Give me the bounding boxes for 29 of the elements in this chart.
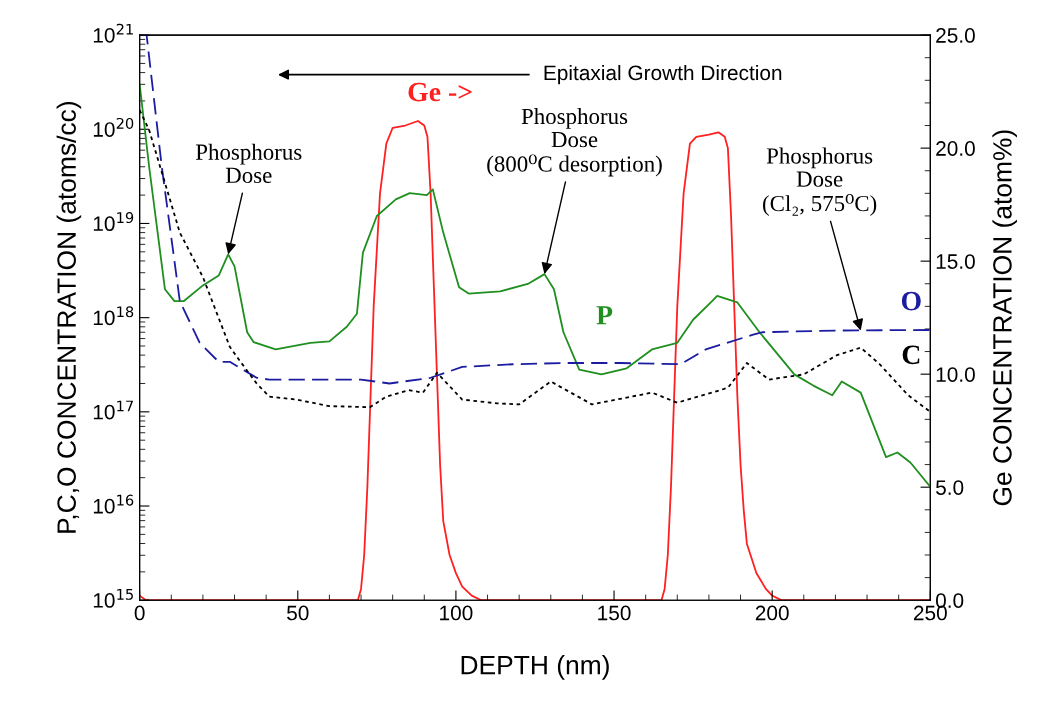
y2-tick-label: 10.0 [936, 367, 975, 382]
x-tick-label: 50 [287, 605, 309, 621]
annotation: Phosphorus Dose (800⁰C desorption) [487, 107, 662, 177]
y2-tick-label: 15.0 [936, 254, 975, 269]
x-tick-label: 100 [440, 605, 473, 621]
y-tick-label: 10$^{16}$ [93, 494, 134, 514]
y-tick-label: 10$^{20}$ [93, 117, 134, 137]
x-tick-label: 200 [755, 605, 789, 621]
series-label: C [902, 345, 920, 365]
y-tick-label: 10$^{21}$ [93, 23, 133, 43]
x-tick-label: 0 [134, 605, 145, 621]
y2-axis-title: Ge CONCENTRATION (atom%) [992, 130, 1017, 506]
annotation: Phosphorus Dose (Cl₂, 575⁰C) [763, 147, 877, 216]
y-tick-label: 10$^{15}$ [93, 589, 133, 608]
y-tick-label: 10$^{17}$ [93, 400, 133, 420]
series-label: P [596, 306, 613, 325]
y2-tick-label: 20.0 [936, 141, 975, 156]
y2-tick-label: 5.0 [935, 480, 964, 495]
x-tick-label: 150 [598, 605, 631, 621]
y2-tick-label: 25.0 [936, 28, 975, 43]
y-axis-title: P,C,O CONCENTRATION (atoms/cc) [56, 102, 82, 533]
x-axis-title: DEPTH (nm) [461, 655, 609, 680]
annotation: Phosphorus Dose [195, 143, 302, 184]
y-tick-label: 10$^{18}$ [93, 306, 134, 326]
line-series [139, 83, 931, 488]
series-label: O [901, 291, 921, 311]
series-label: Ge -> [408, 82, 472, 102]
y-tick-label: 10$^{19}$ [93, 212, 134, 232]
annotation: Epitaxial Growth Direction [544, 64, 782, 85]
